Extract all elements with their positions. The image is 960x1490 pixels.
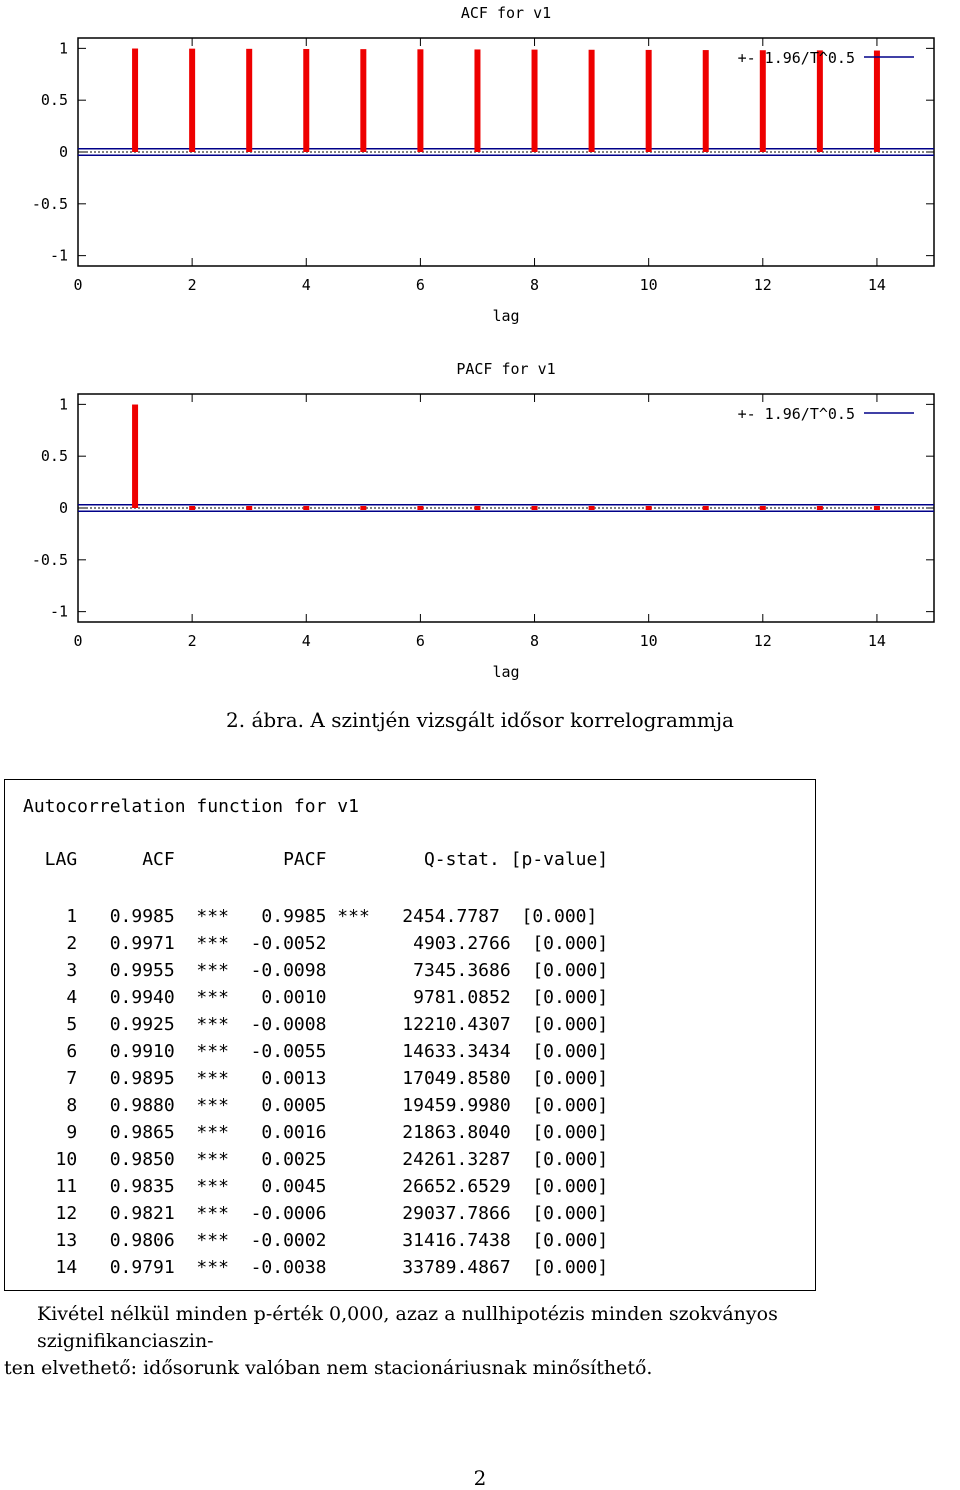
bar [588, 49, 595, 152]
body-paragraph: Kivétel nélkül minden p-érték 0,000, aza… [4, 1301, 956, 1382]
bar [474, 49, 481, 153]
bar [531, 49, 538, 153]
output-row: 11 0.9835 *** 0.0045 26652.6529 [0.000] [23, 1176, 609, 1197]
y-tick-label: 0.5 [41, 91, 68, 109]
bar [531, 506, 538, 510]
acf-output-box: Autocorrelation function for v1 LAG ACF … [4, 779, 816, 1291]
x-tick-label: 4 [302, 632, 311, 650]
y-tick-label: 1 [59, 395, 68, 413]
bar [588, 506, 595, 510]
output-row: 9 0.9865 *** 0.0016 21863.8040 [0.000] [23, 1122, 609, 1143]
chart-title: PACF for v1 [456, 360, 555, 378]
output-row: 5 0.9925 *** -0.0008 12210.4307 [0.000] [23, 1014, 609, 1035]
output-row: 4 0.9940 *** 0.0010 9781.0852 [0.000] [23, 987, 609, 1008]
y-tick-label: 0 [59, 499, 68, 517]
paragraph-line-2: ten elvethető: idősorunk valóban nem sta… [4, 1357, 653, 1379]
bar [873, 506, 880, 510]
page-number: 2 [473, 1466, 487, 1490]
x-axis-label: lag [492, 307, 519, 325]
y-tick-label: -0.5 [32, 551, 68, 569]
bar [246, 48, 253, 152]
bar [360, 506, 367, 510]
y-tick-label: -0.5 [32, 195, 68, 213]
output-row: 3 0.9955 *** -0.0098 7345.3686 [0.000] [23, 960, 609, 981]
output-title: Autocorrelation function for v1 [23, 796, 359, 817]
y-tick-label: 1 [59, 39, 68, 57]
output-row: 8 0.9880 *** 0.0005 19459.9980 [0.000] [23, 1095, 609, 1116]
x-tick-label: 14 [868, 632, 886, 650]
bar [759, 506, 766, 510]
x-tick-label: 12 [754, 632, 772, 650]
x-tick-label: 10 [640, 276, 658, 294]
paragraph-line-1: Kivétel nélkül minden p-érték 0,000, aza… [37, 1303, 778, 1352]
x-tick-label: 8 [530, 276, 539, 294]
bar [702, 506, 709, 510]
y-tick-label: -1 [50, 247, 68, 265]
bar [189, 48, 196, 152]
bar [303, 48, 310, 152]
x-tick-label: 6 [416, 632, 425, 650]
output-row: 10 0.9850 *** 0.0025 24261.3287 [0.000] [23, 1149, 609, 1170]
output-rows: 1 0.9985 *** 0.9985 *** 2454.7787 [0.000… [23, 903, 609, 1281]
bar [303, 506, 310, 510]
output-row: 1 0.9985 *** 0.9985 *** 2454.7787 [0.000… [23, 906, 598, 927]
x-tick-label: 8 [530, 632, 539, 650]
bar [816, 50, 823, 152]
output-row: 6 0.9910 *** -0.0055 14633.3434 [0.000] [23, 1041, 609, 1062]
output-row: 2 0.9971 *** -0.0052 4903.2766 [0.000] [23, 933, 609, 954]
output-row: 14 0.9791 *** -0.0038 33789.4867 [0.000] [23, 1257, 609, 1278]
bar [645, 506, 652, 510]
legend-label: +- 1.96/T^0.5 [738, 405, 855, 423]
bar [417, 49, 424, 152]
x-tick-label: 2 [188, 632, 197, 650]
bar [816, 506, 823, 510]
bar [189, 506, 196, 510]
bar [132, 48, 139, 153]
x-tick-label: 0 [73, 632, 82, 650]
output-header: LAG ACF PACF Q-stat. [p-value] [23, 849, 609, 870]
x-tick-label: 4 [302, 276, 311, 294]
bar [417, 506, 424, 510]
bar [132, 404, 139, 508]
output-row: 12 0.9821 *** -0.0006 29037.7866 [0.000] [23, 1203, 609, 1224]
x-axis-label: lag [492, 663, 519, 681]
x-tick-label: 10 [640, 632, 658, 650]
legend-label: +- 1.96/T^0.5 [738, 49, 855, 67]
bar [246, 506, 253, 510]
bar [702, 50, 709, 152]
x-tick-label: 14 [868, 276, 886, 294]
bar [360, 49, 367, 152]
output-row: 7 0.9895 *** 0.0013 17049.8580 [0.000] [23, 1068, 609, 1089]
acf-chart: ACF for v1 1 0.5 0 -0.5 -1 0 2 4 6 8 10 12 14 lag +- 1.… [32, 4, 935, 325]
chart-title: ACF for v1 [461, 4, 551, 22]
bar [759, 50, 766, 152]
bar [474, 506, 481, 510]
x-tick-label: 6 [416, 276, 425, 294]
y-tick-label: 0.5 [41, 447, 68, 465]
output-row: 13 0.9806 *** -0.0002 31416.7438 [0.000] [23, 1230, 609, 1251]
bar [873, 50, 880, 153]
figure-caption: 2. ábra. A szintjén vizsgált idősor korr… [226, 708, 734, 732]
x-tick-label: 12 [754, 276, 772, 294]
x-tick-label: 0 [73, 276, 82, 294]
y-tick-label: 0 [59, 143, 68, 161]
x-tick-label: 2 [188, 276, 197, 294]
y-tick-label: -1 [50, 603, 68, 621]
pacf-chart: PACF for v1 1 0.5 0 -0.5 -1 0 2 4 6 8 10 12 14 lag +- 1… [32, 360, 935, 681]
bar [645, 49, 652, 152]
